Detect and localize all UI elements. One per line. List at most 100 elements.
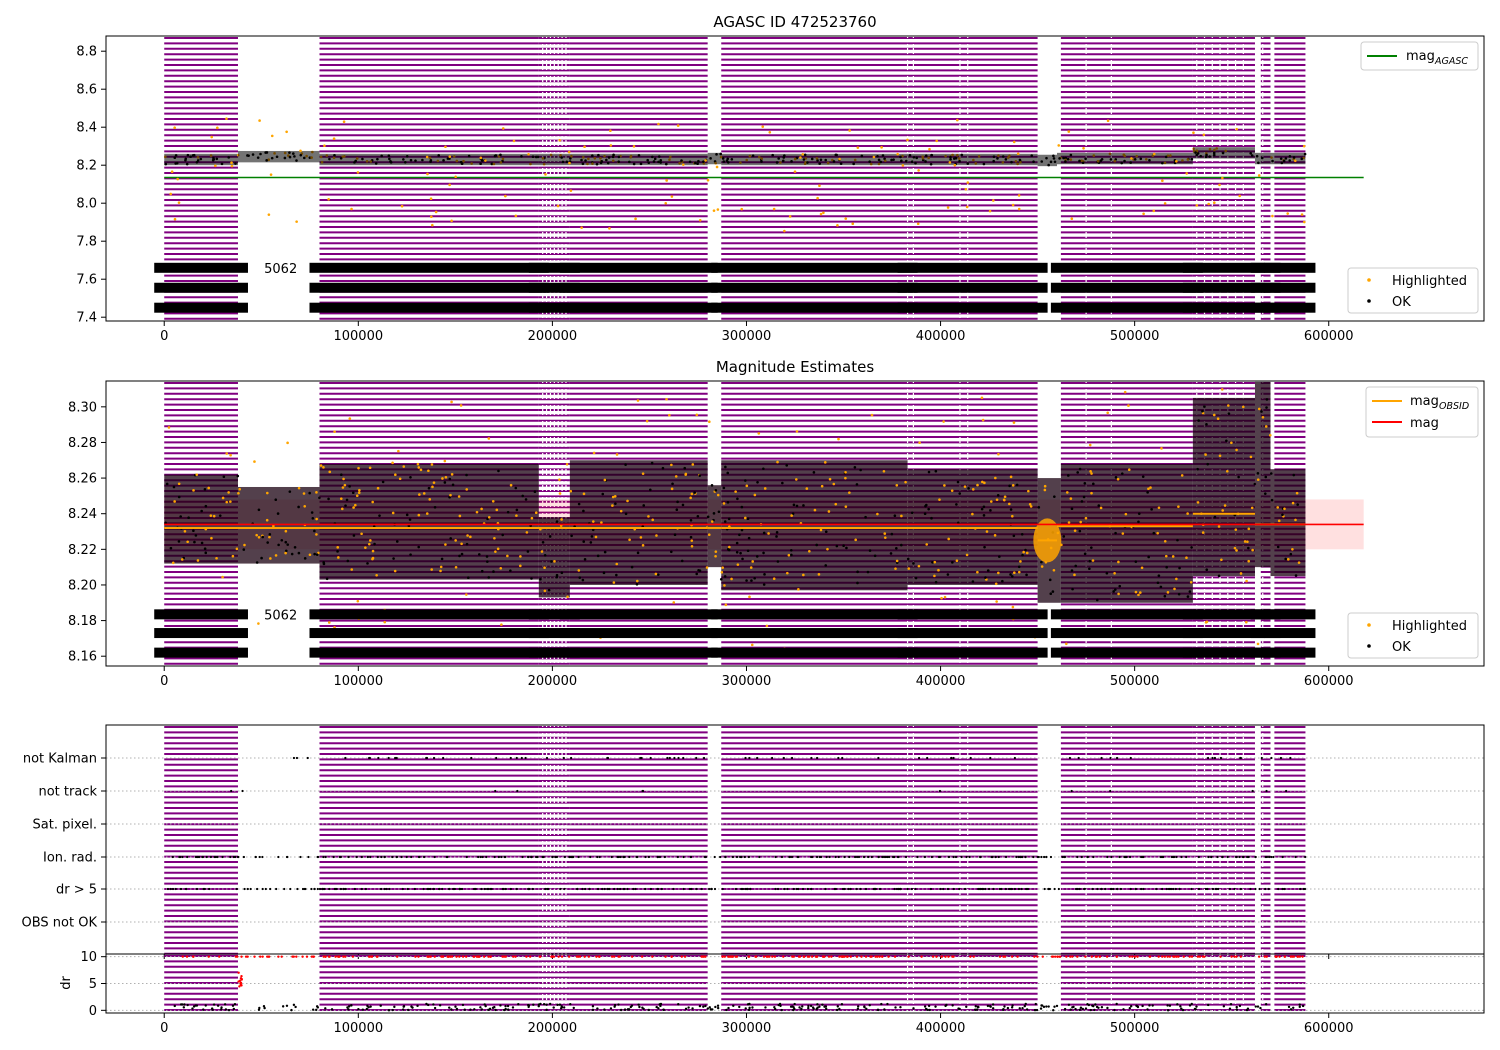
ok-point	[485, 555, 489, 558]
flag-point	[383, 887, 386, 891]
dr-clipped-point	[528, 955, 532, 958]
flag-point	[1155, 887, 1158, 891]
highlighted-outlier	[1011, 605, 1015, 609]
flag-point	[1015, 855, 1018, 859]
highlighted-point	[1067, 521, 1071, 524]
dr-point	[773, 1006, 776, 1009]
flag-point	[644, 855, 647, 859]
ok-point	[893, 514, 897, 517]
flag-point	[608, 887, 611, 891]
highlighted-point	[1291, 548, 1294, 551]
ok-point	[1256, 472, 1260, 475]
y-tick-label: 8.16	[68, 650, 97, 665]
dr-clipped-point	[240, 955, 243, 958]
ok-point	[864, 515, 867, 519]
dr-point	[1100, 1005, 1104, 1009]
flag-point	[888, 855, 891, 859]
ok-point	[791, 512, 795, 515]
dr-clipped-point	[727, 955, 730, 958]
dr-point	[899, 1005, 902, 1009]
ok-point	[724, 465, 727, 469]
dr-point	[617, 1003, 620, 1006]
ok-point	[486, 560, 489, 563]
flag-point	[991, 855, 994, 859]
ok-point	[204, 504, 208, 508]
dr-clipped-point	[798, 955, 802, 958]
dr-clipped-point	[823, 955, 826, 958]
highlighted-outlier	[383, 620, 387, 624]
dr-point	[499, 1004, 502, 1007]
highlighted-point	[817, 573, 821, 576]
dr-point	[504, 1005, 507, 1008]
ok-point	[650, 461, 654, 465]
flag-point	[470, 756, 473, 760]
dr-point	[257, 1008, 261, 1012]
ok-point	[1076, 471, 1079, 474]
ok-point	[986, 569, 990, 572]
dr-point	[1047, 1005, 1050, 1008]
dr-clipped-point	[1148, 955, 1151, 958]
flag-point	[676, 855, 679, 859]
panel-agasc-legend-points[interactable]: Highlighted OK	[1347, 267, 1479, 314]
highlighted-outlier	[665, 179, 668, 182]
highlighted-point	[1243, 540, 1247, 543]
ok-point	[218, 514, 222, 517]
legend-mag-agasc-label: mag	[1406, 49, 1435, 64]
flag-point	[360, 855, 363, 859]
highlighted-point	[1251, 548, 1254, 552]
highlighted-point	[900, 514, 903, 518]
dr-clipped-point	[920, 955, 923, 958]
highlighted-outlier	[176, 177, 179, 181]
y-tick-label: 0	[89, 1004, 97, 1019]
dr-point	[263, 1006, 266, 1010]
ok-point	[204, 551, 208, 555]
dr-point	[552, 1006, 555, 1009]
dr-point	[816, 1003, 819, 1006]
dr-point	[868, 1004, 871, 1007]
panel-agasc-legend-mag[interactable]: mag AGASC	[1360, 41, 1479, 71]
flag-point	[1185, 855, 1188, 859]
ok-point	[530, 577, 533, 580]
flag-point	[855, 855, 859, 859]
ok-point	[203, 547, 207, 551]
flag-point	[406, 887, 409, 891]
flag-point	[369, 855, 372, 859]
dr-point	[1063, 1007, 1067, 1011]
flag-point	[617, 855, 620, 859]
dr-point	[934, 1005, 937, 1008]
highlighted-point	[1286, 558, 1290, 561]
ok-point	[582, 509, 585, 513]
flag-point	[644, 887, 647, 891]
ok-point	[740, 528, 744, 532]
ok-point	[934, 469, 938, 473]
ok-point	[345, 498, 349, 502]
ok-point	[1037, 506, 1041, 509]
panel-magnitude-legend-points[interactable]: Highlighted OK	[1347, 612, 1479, 659]
highlighted-point	[691, 463, 695, 466]
dr-point	[1079, 1006, 1083, 1009]
ok-point	[284, 549, 288, 553]
legend2-highlighted-label: Highlighted	[1392, 619, 1467, 634]
dr-point	[1141, 1004, 1144, 1008]
dr-point	[629, 1005, 633, 1009]
flag-point	[405, 855, 408, 859]
mag-band-body	[1037, 154, 1058, 167]
dr-clipped-point	[815, 955, 819, 958]
ok-point	[555, 573, 559, 577]
ok-point	[726, 471, 730, 475]
obsid-label-block	[1182, 628, 1265, 639]
obsid-label-block	[897, 262, 1048, 273]
flag-point	[1249, 887, 1252, 891]
flag-point	[453, 887, 456, 891]
obsid-label-block	[309, 647, 549, 658]
ok-point	[789, 548, 793, 552]
flag-point	[497, 855, 500, 859]
flag-point	[221, 855, 224, 859]
highlighted-point	[1261, 415, 1265, 419]
flag-point	[1258, 887, 1261, 891]
y-tick-label: 8.26	[68, 472, 97, 487]
highlighted-outlier	[668, 413, 671, 417]
dr-point	[479, 1006, 482, 1009]
panel-magnitude-legend-mag[interactable]: mag OBSID mag	[1365, 386, 1479, 438]
